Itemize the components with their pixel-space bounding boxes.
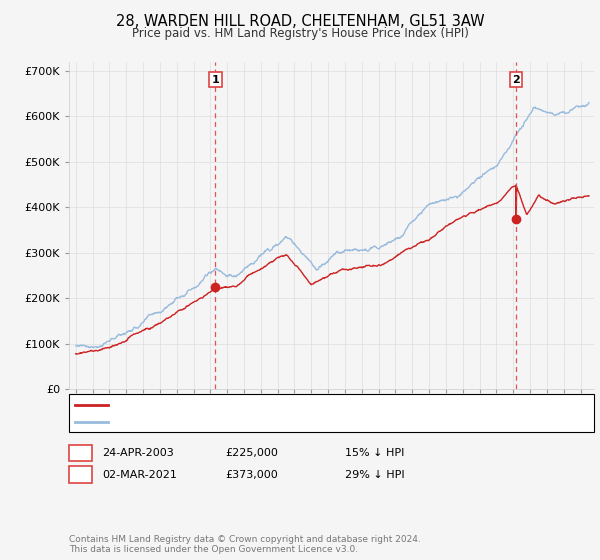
Text: 28, WARDEN HILL ROAD, CHELTENHAM, GL51 3AW (detached house): 28, WARDEN HILL ROAD, CHELTENHAM, GL51 3… bbox=[114, 400, 471, 410]
Text: 15% ↓ HPI: 15% ↓ HPI bbox=[345, 448, 404, 458]
Text: 2: 2 bbox=[77, 470, 84, 480]
Text: 1: 1 bbox=[212, 75, 219, 85]
Text: £373,000: £373,000 bbox=[225, 470, 278, 480]
Text: 2: 2 bbox=[512, 75, 520, 85]
Text: 1: 1 bbox=[77, 448, 84, 458]
Text: HPI: Average price, detached house, Cheltenham: HPI: Average price, detached house, Chel… bbox=[114, 417, 371, 427]
Text: This data is licensed under the Open Government Licence v3.0.: This data is licensed under the Open Gov… bbox=[69, 545, 358, 554]
Text: 02-MAR-2021: 02-MAR-2021 bbox=[102, 470, 177, 480]
Text: 24-APR-2003: 24-APR-2003 bbox=[102, 448, 174, 458]
Text: Price paid vs. HM Land Registry's House Price Index (HPI): Price paid vs. HM Land Registry's House … bbox=[131, 27, 469, 40]
Text: 29% ↓ HPI: 29% ↓ HPI bbox=[345, 470, 404, 480]
Text: 28, WARDEN HILL ROAD, CHELTENHAM, GL51 3AW: 28, WARDEN HILL ROAD, CHELTENHAM, GL51 3… bbox=[116, 14, 484, 29]
Text: £225,000: £225,000 bbox=[225, 448, 278, 458]
Text: Contains HM Land Registry data © Crown copyright and database right 2024.: Contains HM Land Registry data © Crown c… bbox=[69, 535, 421, 544]
